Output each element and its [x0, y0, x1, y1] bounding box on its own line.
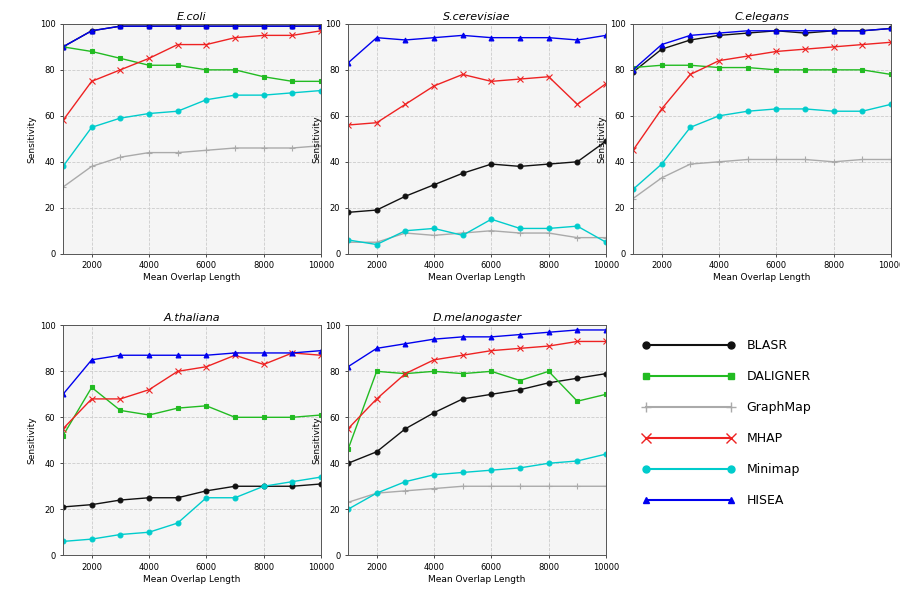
- Title: C.elegans: C.elegans: [734, 12, 789, 21]
- Text: BLASR: BLASR: [746, 339, 788, 352]
- X-axis label: Mean Overlap Length: Mean Overlap Length: [428, 575, 526, 584]
- X-axis label: Mean Overlap Length: Mean Overlap Length: [143, 575, 240, 584]
- X-axis label: Mean Overlap Length: Mean Overlap Length: [714, 273, 811, 282]
- X-axis label: Mean Overlap Length: Mean Overlap Length: [143, 273, 240, 282]
- Text: GraphMap: GraphMap: [746, 401, 811, 414]
- Y-axis label: Sensitivity: Sensitivity: [313, 115, 322, 162]
- Text: HISEA: HISEA: [746, 494, 784, 507]
- Text: Minimap: Minimap: [746, 463, 800, 476]
- X-axis label: Mean Overlap Length: Mean Overlap Length: [428, 273, 526, 282]
- Title: A.thaliana: A.thaliana: [164, 313, 220, 323]
- Title: D.melanogaster: D.melanogaster: [432, 313, 522, 323]
- Y-axis label: Sensitivity: Sensitivity: [28, 417, 37, 464]
- Text: MHAP: MHAP: [746, 432, 783, 445]
- Text: DALIGNER: DALIGNER: [746, 370, 811, 383]
- Y-axis label: Sensitivity: Sensitivity: [598, 115, 607, 162]
- Y-axis label: Sensitivity: Sensitivity: [28, 115, 37, 162]
- Title: S.cerevisiae: S.cerevisiae: [443, 12, 511, 21]
- Title: E.coli: E.coli: [177, 12, 207, 21]
- Y-axis label: Sensitivity: Sensitivity: [313, 417, 322, 464]
